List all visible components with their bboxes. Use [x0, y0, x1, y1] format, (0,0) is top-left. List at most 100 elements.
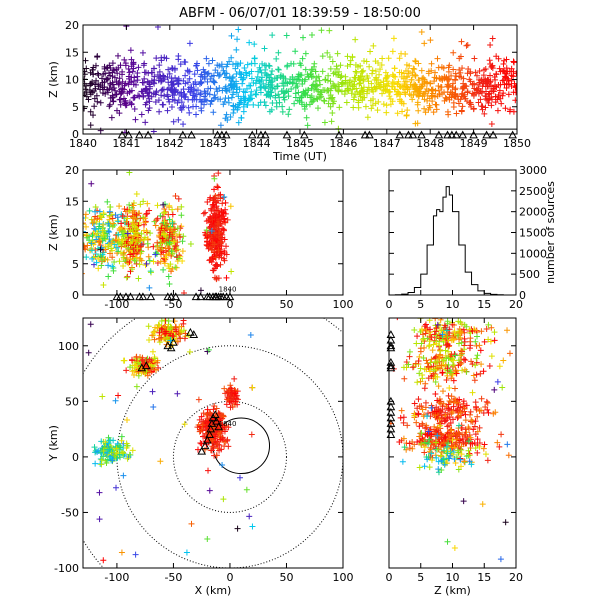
- station-marker: [217, 130, 227, 139]
- x-tick-label: 10: [446, 571, 460, 584]
- y-tick-label: 0: [72, 451, 79, 464]
- station-marker: [187, 130, 196, 139]
- x-tick-label: 1850: [503, 137, 531, 150]
- y-tick-label: 10: [65, 227, 79, 240]
- station-marker: [166, 292, 176, 301]
- station-marker: [115, 292, 125, 301]
- station-marker: [386, 361, 396, 370]
- x-tick-label: 0: [386, 298, 393, 311]
- station-marker: [386, 341, 396, 350]
- y-axis-label: Y (km): [47, 425, 60, 462]
- x-tick-label: 100: [333, 571, 354, 584]
- station-marker: [197, 446, 207, 455]
- x-tick-label: 1840: [69, 137, 97, 150]
- station-marker: [225, 292, 235, 301]
- plot-frame: [388, 169, 517, 296]
- zy-projection-panel: 0 5 10 15 20 Z (km): [386, 317, 523, 597]
- y-tick-label: -50: [61, 506, 79, 519]
- station-marker: [508, 130, 518, 139]
- station-marker: [417, 130, 426, 139]
- station-marker: [117, 130, 127, 139]
- x-tick-label: 50: [279, 298, 293, 311]
- x-tick-label: 5: [417, 571, 424, 584]
- station-marker: [178, 130, 188, 139]
- y-tick-label: 0: [72, 289, 79, 302]
- station-marker: [200, 441, 210, 450]
- x-axis-label: X (km): [195, 584, 232, 597]
- station-marker: [447, 130, 457, 139]
- y-tick-label: 5: [72, 101, 79, 114]
- figure-title: ABFM - 06/07/01 18:39:59 - 18:50:00: [179, 6, 421, 21]
- station-marker: [482, 130, 491, 139]
- x-tick-label: 5: [417, 298, 424, 311]
- x-axis-label: Time (UT): [272, 150, 327, 163]
- station-marker: [260, 130, 270, 139]
- y-tick-label: 1000: [519, 247, 547, 260]
- y-tick-label: -100: [54, 562, 79, 575]
- y-tick-label: 15: [65, 195, 79, 208]
- station-marker: [247, 130, 257, 139]
- station-marker: [171, 292, 181, 301]
- plan-view-panel: -100 -50 0 50 100 -100 -50 0 50 100 X (km) Y (km) 18…: [47, 317, 354, 597]
- station-marker: [488, 130, 498, 139]
- station-marker: [138, 292, 148, 301]
- x-tick-label: 20: [509, 298, 523, 311]
- y-tick-label: 20: [65, 19, 79, 32]
- station-marker: [443, 130, 452, 139]
- range-ring: [116, 345, 343, 568]
- station-marker: [365, 130, 374, 139]
- annotation-label: 1840: [219, 285, 237, 293]
- xz-projection-panel: -100 -50 0 50 100 0 5 10 15 20 Z (km) 1840: [47, 164, 354, 311]
- x-tick-label: 1843: [199, 137, 227, 150]
- station-marker: [196, 292, 205, 301]
- station-marker: [386, 430, 396, 438]
- y-tick-label: 100: [58, 340, 79, 353]
- plot-frame: [82, 317, 344, 569]
- x-tick-label: 1849: [460, 137, 488, 150]
- station-marker: [334, 130, 344, 139]
- station-marker: [186, 327, 195, 336]
- station-marker: [469, 130, 478, 139]
- station-marker: [210, 410, 220, 418]
- y-tick-label: 50: [65, 395, 79, 408]
- x-tick-label: -100: [104, 298, 129, 311]
- station-marker: [408, 130, 418, 139]
- y-axis-label: Z (km): [47, 214, 60, 251]
- y-tick-label: 3000: [519, 164, 547, 177]
- station-marker: [360, 130, 370, 139]
- station-marker: [256, 130, 266, 139]
- station-marker: [169, 337, 178, 346]
- y-tick-label: 5: [72, 258, 79, 271]
- station-marker: [124, 130, 133, 139]
- x-tick-label: 1846: [329, 137, 357, 150]
- x-tick-label: 1844: [243, 137, 271, 150]
- y-tick-label: 15: [65, 46, 79, 59]
- station-marker: [386, 363, 396, 372]
- x-tick-label: 0: [226, 571, 233, 584]
- histogram-line: [389, 186, 516, 296]
- station-marker: [206, 424, 216, 433]
- station-marker: [404, 130, 413, 139]
- x-tick-label: 0: [226, 298, 233, 311]
- x-tick-label: 15: [477, 571, 491, 584]
- station-marker: [126, 292, 135, 301]
- station-marker: [189, 330, 199, 338]
- station-marker: [214, 422, 224, 431]
- station-marker: [143, 130, 153, 139]
- station-marker: [141, 361, 151, 370]
- x-tick-label: -50: [164, 571, 182, 584]
- station-marker: [451, 130, 461, 139]
- station-marker: [135, 130, 144, 139]
- y-axis-label: number of sources: [544, 181, 557, 284]
- annotation-label: 1840: [219, 420, 237, 428]
- station-marker: [202, 435, 212, 444]
- station-marker: [434, 130, 444, 139]
- station-marker: [205, 430, 214, 438]
- y-tick-label: 20: [65, 164, 79, 177]
- station-marker: [395, 130, 405, 139]
- range-ring: [172, 400, 287, 513]
- plot-area: [83, 318, 343, 568]
- station-marker: [191, 292, 201, 301]
